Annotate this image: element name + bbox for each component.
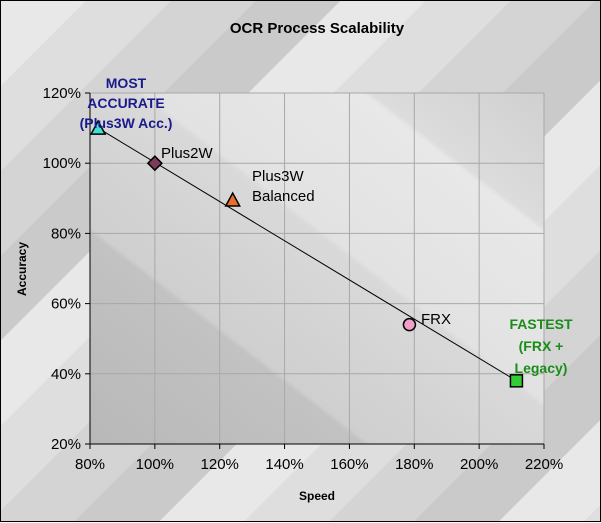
chart-title: OCR Process Scalability bbox=[230, 20, 405, 37]
point-label: Plus3W bbox=[252, 168, 305, 185]
x-tick-label: 120% bbox=[201, 456, 239, 473]
x-tick-label: 100% bbox=[136, 456, 174, 473]
x-tick-label: 220% bbox=[525, 456, 563, 473]
point-label: ACCURATE bbox=[87, 95, 165, 111]
x-tick-label: 180% bbox=[395, 456, 433, 473]
point-label: Legacy) bbox=[515, 360, 568, 376]
trendline bbox=[97, 127, 517, 382]
point-label: Balanced bbox=[252, 188, 315, 205]
point-label: (FRX + bbox=[519, 338, 564, 354]
x-tick-label: 200% bbox=[460, 456, 498, 473]
y-tick-label: 20% bbox=[51, 436, 81, 453]
point-square bbox=[509, 374, 524, 388]
x-tick-label: 160% bbox=[330, 456, 368, 473]
point-label: MOST bbox=[106, 75, 147, 91]
y-axis-label: Accuracy bbox=[15, 242, 29, 296]
y-tick-label: 120% bbox=[43, 85, 81, 102]
y-tick-label: 60% bbox=[51, 296, 81, 313]
x-tick-label: 140% bbox=[265, 456, 303, 473]
point-label: FRX bbox=[421, 311, 451, 328]
point-label: (Plus3W Acc.) bbox=[80, 115, 173, 131]
point-label: FASTEST bbox=[509, 316, 572, 332]
point-label: Plus2W bbox=[161, 145, 214, 162]
plot-area bbox=[90, 93, 544, 444]
y-tick-label: 80% bbox=[51, 225, 81, 242]
y-tick-label: 100% bbox=[43, 155, 81, 172]
point-triangle bbox=[89, 119, 107, 135]
x-tick-label: 80% bbox=[75, 456, 105, 473]
point-triangle bbox=[224, 191, 241, 207]
y-tick-label: 40% bbox=[51, 366, 81, 383]
point-circle bbox=[402, 317, 417, 332]
point-diamond bbox=[146, 155, 163, 172]
x-axis-label: Speed bbox=[299, 489, 335, 503]
